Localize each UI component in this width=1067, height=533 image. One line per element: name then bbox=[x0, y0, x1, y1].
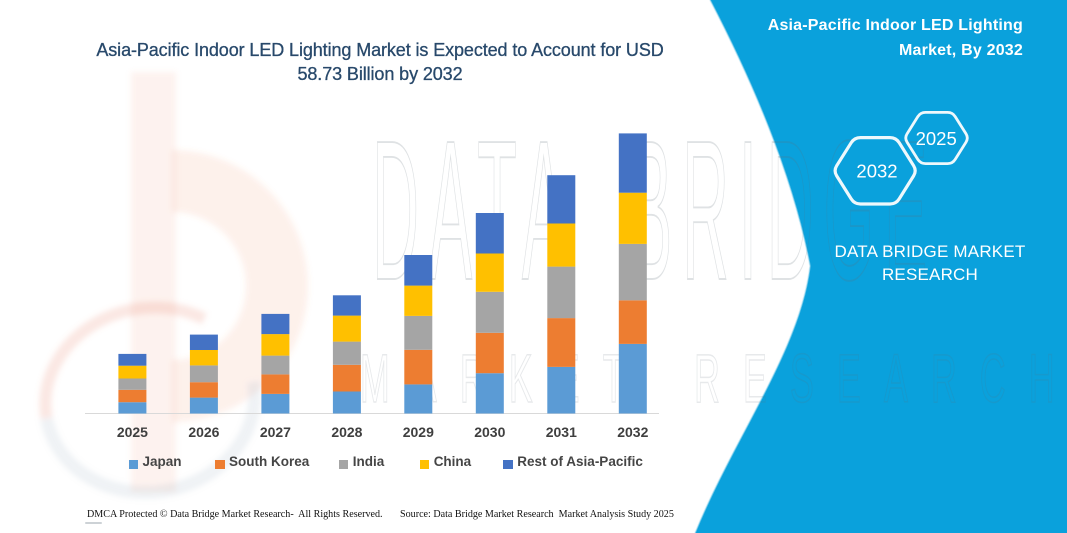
svg-text:MARKET RESEARCH: MARKET RESEARCH bbox=[360, 341, 1067, 418]
svg-text:2025: 2025 bbox=[916, 128, 957, 149]
svg-text:2032: 2032 bbox=[856, 161, 897, 182]
svg-text:DATA BRIDGE: DATA BRIDGE bbox=[372, 100, 937, 322]
